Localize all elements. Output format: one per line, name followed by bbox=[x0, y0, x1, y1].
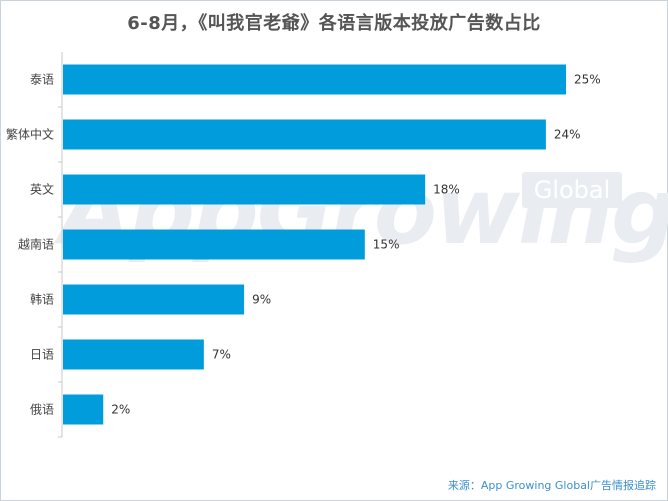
category-label: 英文 bbox=[30, 182, 54, 197]
source-note: 来源：App Growing Global广告情报追踪 bbox=[447, 479, 656, 492]
bar-1 bbox=[63, 119, 546, 150]
category-label: 繁体中文 bbox=[6, 127, 54, 142]
category-label: 泰语 bbox=[30, 73, 54, 87]
chart-title: 6-8月，《叫我官老爺》各语言版本投放广告数占比 bbox=[127, 13, 541, 34]
bar-3 bbox=[63, 229, 365, 260]
value-label: 18% bbox=[433, 183, 460, 197]
bar-5 bbox=[63, 339, 204, 370]
value-label: 2% bbox=[111, 403, 130, 417]
bar-4 bbox=[63, 284, 245, 315]
value-label: 9% bbox=[252, 293, 271, 307]
bar-6 bbox=[63, 394, 104, 425]
bar-2 bbox=[63, 174, 426, 205]
value-label: 24% bbox=[554, 128, 581, 142]
value-label: 25% bbox=[574, 73, 601, 87]
category-label: 日语 bbox=[30, 348, 54, 362]
value-label: 7% bbox=[212, 348, 231, 362]
category-label: 越南语 bbox=[18, 237, 54, 252]
bar-0 bbox=[63, 64, 566, 95]
value-label: 15% bbox=[373, 238, 400, 252]
category-label: 韩语 bbox=[30, 292, 54, 307]
category-label: 俄语 bbox=[30, 403, 54, 417]
